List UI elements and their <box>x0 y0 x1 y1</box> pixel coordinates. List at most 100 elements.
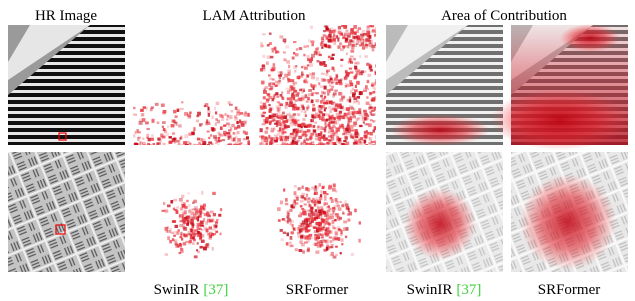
speckle <box>269 42 272 45</box>
speckle <box>220 126 223 130</box>
speckle <box>227 115 229 118</box>
speckle <box>308 89 312 92</box>
speckle <box>281 238 285 241</box>
speckle <box>245 145 247 147</box>
speckle <box>181 214 183 218</box>
speckle <box>349 99 351 103</box>
speckle <box>307 129 311 132</box>
speckle <box>294 191 297 195</box>
speckle <box>320 63 323 66</box>
speckle <box>366 102 370 105</box>
speckle <box>313 226 317 228</box>
speckle <box>329 30 333 33</box>
speckle <box>277 207 281 211</box>
speckle <box>173 110 176 113</box>
speckle <box>333 208 336 210</box>
speckle <box>192 226 195 229</box>
speckle <box>273 114 277 117</box>
speckle <box>350 50 354 53</box>
speckle <box>291 79 295 82</box>
speckle <box>347 213 350 215</box>
speckle <box>307 224 310 227</box>
speckle <box>326 193 328 195</box>
speckle <box>141 113 144 116</box>
speckle <box>167 205 171 208</box>
speckle <box>301 124 304 126</box>
speckle <box>226 118 228 120</box>
speckle <box>244 113 248 117</box>
speckle <box>299 249 303 252</box>
speckle <box>363 70 366 72</box>
speckle <box>339 229 343 231</box>
speckle <box>352 114 355 117</box>
speckle <box>351 107 354 110</box>
speckle <box>353 25 357 29</box>
speckle <box>160 134 163 138</box>
speckle <box>266 120 269 123</box>
figure: HR Image LAM Attribution Area of Contrib… <box>0 0 635 301</box>
speckle <box>342 37 346 39</box>
speckle <box>334 109 338 112</box>
speckle <box>354 66 357 70</box>
speckle <box>218 137 220 140</box>
speckle <box>305 218 309 220</box>
speckle <box>280 139 283 141</box>
speckle <box>324 214 327 217</box>
speckle <box>289 209 292 212</box>
speckle <box>203 144 206 147</box>
speckle <box>320 95 323 98</box>
speckle <box>375 142 377 144</box>
speckle <box>287 144 289 147</box>
speckle <box>359 125 363 127</box>
speckle <box>334 144 337 147</box>
speckle <box>307 210 311 212</box>
speckle <box>215 221 218 223</box>
speckle <box>236 144 239 148</box>
speckle <box>291 231 294 234</box>
speckle <box>233 144 236 147</box>
speckle <box>316 47 319 50</box>
speckle <box>212 116 214 119</box>
speckle <box>369 66 372 69</box>
speckle <box>321 37 324 41</box>
speckle <box>295 53 299 56</box>
speckle <box>248 143 251 147</box>
speckle <box>370 46 372 49</box>
speckle <box>331 216 334 219</box>
speckle <box>216 102 220 105</box>
speckle <box>343 221 347 224</box>
speckle <box>237 121 239 124</box>
speckle <box>187 223 189 226</box>
speckle <box>218 214 221 217</box>
speckle <box>341 115 344 117</box>
speckle <box>284 124 287 128</box>
speckle <box>328 186 331 190</box>
speckle <box>320 228 324 230</box>
speckle <box>300 75 304 77</box>
speckle <box>318 222 322 226</box>
speckle <box>208 137 210 139</box>
speckle <box>356 118 359 121</box>
speckle <box>165 253 168 256</box>
speckle <box>359 91 362 95</box>
speckle <box>317 207 320 211</box>
speckle <box>176 210 179 214</box>
speckle <box>332 94 335 97</box>
speckle <box>150 138 154 141</box>
speckle <box>207 219 210 223</box>
speckle <box>358 27 361 30</box>
speckle <box>188 133 191 136</box>
speckle <box>311 126 315 129</box>
speckle <box>310 83 312 87</box>
speckle <box>220 208 222 211</box>
speckle <box>338 237 341 241</box>
speckle <box>343 227 345 231</box>
speckle <box>186 233 190 236</box>
speckle <box>333 184 336 188</box>
speckle <box>372 144 375 147</box>
speckle <box>294 185 297 188</box>
speckle <box>292 206 295 208</box>
speckle <box>151 134 153 137</box>
speckle <box>376 27 379 30</box>
speckle <box>314 200 316 203</box>
